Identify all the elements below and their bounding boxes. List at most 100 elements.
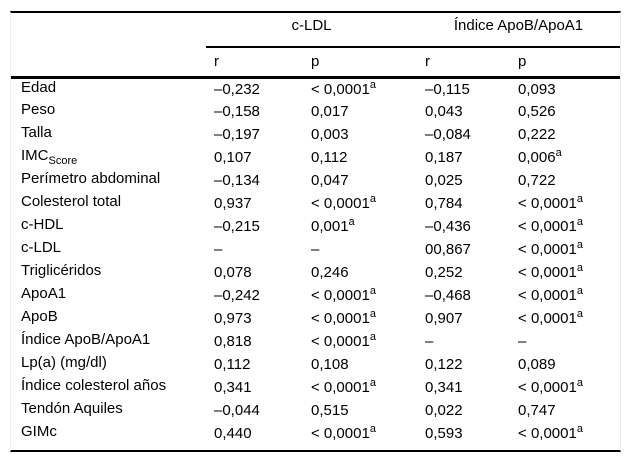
row-label: Edad	[11, 77, 206, 100]
correlation-table: c-LDL Índice ApoB/ApoA1 r p r p Edad –0,…	[11, 13, 620, 445]
cell-value: 0,341	[425, 379, 463, 396]
table-row: Lp(a) (mg/dl) 0,112 0,108 0,122 0,089	[11, 353, 620, 376]
cell-value: 0,025	[425, 172, 463, 189]
cell-p-cldl: < 0,0001a	[303, 330, 417, 353]
cell-r-apob: 0,784	[417, 192, 510, 215]
table-row: Colesterol total 0,937 < 0,0001a 0,784 <…	[11, 192, 620, 215]
cell-p-cldl: < 0,0001a	[303, 376, 417, 399]
row-label: ApoA1	[11, 284, 206, 307]
row-label: Índice colesterol años	[11, 376, 206, 399]
cell-value: 0,078	[214, 264, 252, 281]
cell-superscript: a	[369, 423, 376, 435]
cell-value: 0,246	[311, 264, 349, 281]
cell-value: 0,784	[425, 195, 463, 212]
table-row: Tendón Aquiles –0,044 0,515 0,022 0,747	[11, 399, 620, 422]
cell-value: –0,436	[425, 218, 471, 235]
cell-value: < 0,0001	[518, 310, 577, 327]
cell-r-apob: 0,593	[417, 422, 510, 445]
cell-value: 0,818	[214, 333, 252, 350]
cell-r-cldl: –0,044	[206, 399, 303, 422]
cell-p-apob: 0,526	[510, 100, 620, 123]
row-label-text: Peso	[21, 101, 56, 118]
row-label: IMCScore	[11, 146, 206, 169]
row-label: Talla	[11, 123, 206, 146]
cell-value: –0,084	[425, 126, 471, 143]
cell-value: 0,047	[311, 172, 349, 189]
cell-value: 00,867	[425, 241, 471, 258]
cell-p-apob: < 0,0001a	[510, 284, 620, 307]
cell-superscript: a	[369, 377, 376, 389]
cell-r-cldl: 0,818	[206, 330, 303, 353]
cell-value: 0,526	[518, 103, 556, 120]
table-row: Índice ApoB/ApoA1 0,818 < 0,0001a – –	[11, 330, 620, 353]
cell-value: –0,215	[214, 218, 260, 235]
cell-value: –0,044	[214, 402, 260, 419]
sub-header-row: r p r p	[11, 47, 620, 79]
cell-value: 0,112	[214, 356, 251, 373]
cell-value: 0,003	[311, 126, 349, 143]
row-label-text: Tendón Aquiles	[21, 400, 123, 417]
cell-superscript: a	[369, 78, 376, 91]
table-row: IMCScore 0,107 0,112 0,187 0,006a	[11, 146, 620, 169]
cell-superscript: a	[555, 147, 562, 159]
cell-value: < 0,0001	[518, 218, 577, 235]
row-label-text: ApoA1	[21, 285, 67, 302]
cell-p-cldl: < 0,0001a	[303, 284, 417, 307]
row-label-text: Talla	[21, 124, 52, 141]
cell-p-apob: < 0,0001a	[510, 422, 620, 445]
cell-value: –0,115	[425, 80, 470, 98]
cell-value: 0,107	[214, 149, 252, 166]
cell-superscript: a	[576, 262, 583, 274]
cell-r-cldl: –0,232	[206, 77, 303, 100]
cell-p-cldl: 0,246	[303, 261, 417, 284]
cell-p-apob: 0,222	[510, 123, 620, 146]
cell-value: 0,747	[518, 402, 556, 419]
table-row: Edad –0,232 < 0,0001a –0,115 0,093	[11, 77, 620, 100]
row-label-subscript: Score	[48, 155, 78, 167]
row-label-text: ApoB	[21, 308, 58, 325]
sub-header-r-cldl: r	[206, 47, 303, 79]
cell-r-apob: 0,022	[417, 399, 510, 422]
cell-p-apob: < 0,0001a	[510, 376, 620, 399]
cell-value: 0,001	[311, 218, 349, 235]
sub-header-r-apob: r	[417, 47, 511, 79]
cell-value: –	[311, 241, 320, 258]
cell-p-cldl: < 0,0001a	[303, 192, 417, 215]
cell-value: –	[425, 333, 434, 350]
cell-p-cldl: 0,001a	[303, 215, 417, 238]
cell-p-cldl: 0,515	[303, 399, 417, 422]
cell-p-apob: < 0,0001a	[510, 307, 620, 330]
cell-value: 0,006	[518, 149, 556, 166]
cell-value: 0,093	[518, 80, 556, 98]
cell-p-apob: < 0,0001a	[510, 238, 620, 261]
row-label-text: IMC	[21, 147, 49, 164]
row-label-text: Colesterol total	[21, 193, 122, 210]
cell-r-apob: 0,043	[417, 100, 510, 123]
cell-r-apob: 0,122	[417, 353, 510, 376]
cell-r-cldl: 0,341	[206, 376, 303, 399]
cell-value: < 0,0001	[311, 287, 370, 304]
row-label: Lp(a) (mg/dl)	[11, 353, 206, 376]
cell-value: 0,722	[518, 172, 556, 189]
cell-p-apob: 0,722	[510, 169, 620, 192]
cell-superscript: a	[576, 377, 583, 389]
cell-value: –0,468	[425, 287, 471, 304]
cell-r-apob: –0,468	[417, 284, 510, 307]
cell-p-cldl: 0,047	[303, 169, 417, 192]
cell-r-apob: –0,084	[417, 123, 510, 146]
row-label: Peso	[11, 100, 206, 123]
cell-r-apob: –0,115	[417, 77, 510, 100]
cell-r-apob: 0,907	[417, 307, 510, 330]
cell-r-cldl: 0,973	[206, 307, 303, 330]
group-header-apob-apoa1: Índice ApoB/ApoA1	[417, 13, 620, 48]
row-label-text: GIMc	[21, 423, 57, 440]
table-row: c-LDL – – 00,867 < 0,0001a	[11, 238, 620, 261]
row-label-text: c-LDL	[21, 239, 62, 256]
cell-superscript: a	[576, 285, 583, 297]
cell-r-cldl: –0,242	[206, 284, 303, 307]
cell-superscript: a	[576, 193, 583, 205]
cell-r-cldl: –	[206, 238, 303, 261]
row-label: ApoB	[11, 307, 206, 330]
cell-value: –	[518, 333, 527, 350]
row-label: c-LDL	[11, 238, 206, 261]
